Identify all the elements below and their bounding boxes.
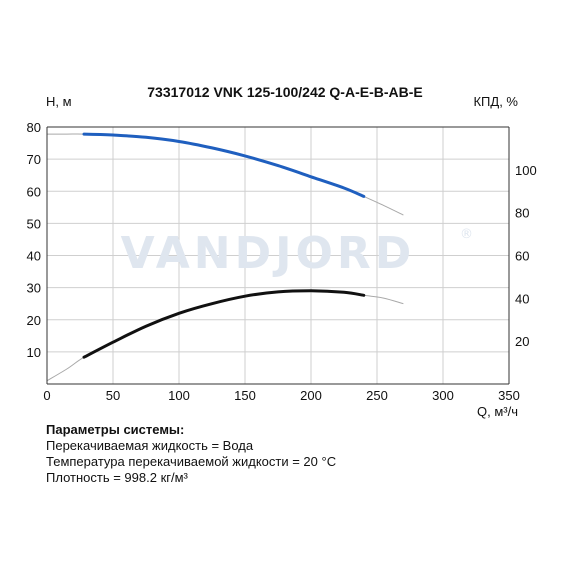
- param-fluid: Перекачиваемая жидкость = Вода: [46, 438, 254, 453]
- y-tick-label-left: 10: [27, 345, 41, 360]
- x-tick-label: 50: [106, 388, 120, 403]
- series-1-full-line: [46, 290, 404, 382]
- watermark-text: VANDJORD: [121, 228, 416, 279]
- series-0-operating-line: [82, 132, 366, 198]
- grid: [46, 126, 510, 384]
- watermark: VANDJORD ®: [121, 227, 473, 279]
- registered-icon: ®: [460, 227, 473, 242]
- tick-labels: 0 50 100 150 200 250 300 350 10 20 30 40 50 60 70 80 20 4…: [27, 120, 537, 403]
- x-tick-label: 0: [43, 388, 50, 403]
- y-tick-label-left: 20: [27, 313, 41, 328]
- param-temperature: Температура перекачиваемой жидкости = 20…: [46, 454, 337, 469]
- x-tick-label: 350: [498, 388, 520, 403]
- series-0-full-line: [46, 133, 404, 216]
- x-tick-label: 300: [432, 388, 454, 403]
- series-1-operating-line: [82, 289, 366, 359]
- x-tick-label: 250: [366, 388, 388, 403]
- system-parameters-header: Параметры системы:: [46, 422, 185, 437]
- x-tick-label: 200: [300, 388, 322, 403]
- axes: [46, 126, 510, 385]
- y-axis-label-left: Н, м: [46, 94, 72, 109]
- y-tick-label-right: 100: [515, 163, 537, 178]
- chart-title: 73317012 VNK 125-100/242 Q-A-E-B-AB-E: [147, 84, 423, 100]
- y-tick-label-right: 80: [515, 206, 529, 221]
- y-tick-label-right: 40: [515, 291, 529, 306]
- system-parameters: Параметры системы: Перекачиваемая жидкос…: [46, 422, 336, 486]
- y-tick-label-left: 80: [27, 120, 41, 135]
- y-tick-label-right: 20: [515, 334, 529, 349]
- x-tick-label: 100: [168, 388, 190, 403]
- y-tick-label-left: 50: [27, 216, 41, 231]
- y-tick-label-left: 60: [27, 184, 41, 199]
- x-axis-label: Q, м³/ч: [477, 404, 518, 419]
- series: [46, 132, 404, 382]
- param-density: Плотность = 998.2 кг/м³: [46, 470, 188, 485]
- y-tick-label-left: 30: [27, 281, 41, 296]
- y-axis-label-right: КПД, %: [473, 94, 518, 109]
- x-tick-label: 150: [234, 388, 256, 403]
- y-tick-label-left: 40: [27, 249, 41, 264]
- y-tick-label-left: 70: [27, 152, 41, 167]
- y-tick-label-right: 60: [515, 249, 529, 264]
